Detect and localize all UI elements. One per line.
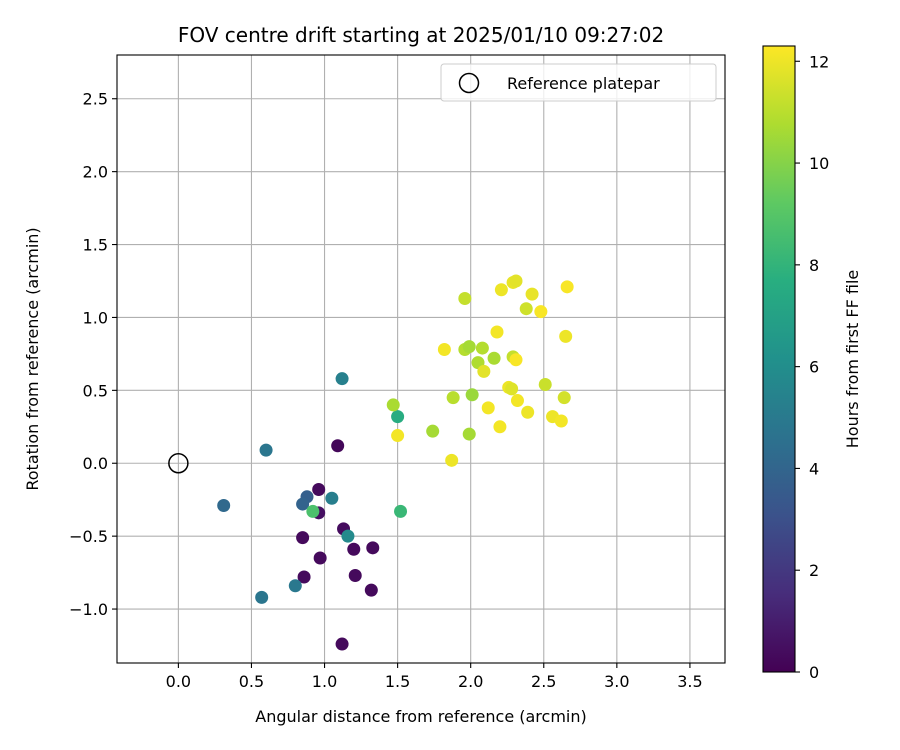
legend-reference-marker [458,72,480,94]
grid [117,55,725,663]
data-point [426,424,440,438]
data-point [306,504,320,518]
data-point [312,482,326,496]
data-point [335,637,349,651]
y-axis-ticks: −1.0 −0.5 0.0 0.5 1.0 1.5 2.0 2.5 [69,90,117,619]
x-tick-label: 2.0 [458,672,483,691]
x-axis-ticks: 0.0 0.5 1.0 1.5 2.0 2.5 3.0 3.5 [166,663,703,691]
y-tick-label: 0.5 [83,381,108,400]
data-point [445,453,459,467]
data-point [487,351,501,365]
data-point [313,551,327,565]
colorbar-tick-label: 8 [809,256,819,275]
data-point [475,341,489,355]
data-point [348,569,362,583]
legend: Reference platepar [440,63,717,102]
data-point [391,410,405,424]
data-point [341,529,355,543]
data-points [217,274,574,651]
y-tick-label: −1.0 [69,600,108,619]
data-point [538,378,552,392]
y-tick-label: 0.0 [83,454,108,473]
data-point [437,343,451,357]
colorbar-tick-label: 12 [809,52,829,71]
x-tick-label: 0.0 [166,672,191,691]
data-point [519,302,533,316]
data-point [525,287,539,301]
data-point [335,372,349,386]
reference-platepar-marker [168,452,189,474]
data-point [554,414,568,428]
data-point [331,439,345,453]
colorbar-tick-label: 6 [809,358,819,377]
data-point [458,291,472,305]
data-point [364,583,378,597]
data-point [386,398,400,412]
y-tick-label: 2.0 [83,163,108,182]
reference-marker-group [168,452,189,474]
data-point [366,541,380,555]
legend-entry-reference: Reference platepar [507,74,660,93]
data-point [296,531,310,545]
data-point [217,499,231,513]
y-tick-label: 1.5 [83,236,108,255]
data-point [297,570,311,584]
data-point [477,364,491,378]
data-point [510,394,524,408]
data-point [465,388,479,402]
colorbar-tick-label: 4 [809,459,819,478]
colorbar-tick-label: 10 [809,154,829,173]
colorbar: 0 2 4 6 8 10 12 Hours from first FF file [762,45,862,682]
x-tick-label: 1.0 [312,672,337,691]
colorbar-tick-label: 0 [809,663,819,682]
chart-title: FOV centre drift starting at 2025/01/10 … [178,23,664,47]
data-point [446,391,460,405]
legend-box [440,63,717,102]
data-point [259,443,273,457]
data-point [325,491,339,505]
x-tick-label: 3.5 [677,672,702,691]
data-point [521,405,535,419]
x-tick-label: 3.0 [604,672,629,691]
data-point [394,504,408,518]
y-tick-label: −0.5 [69,527,108,546]
y-tick-label: 1.0 [83,308,108,327]
data-point [490,325,504,339]
y-axis-label: Rotation from reference (arcmin) [23,227,42,490]
colorbar-tick-label: 2 [809,561,819,580]
data-point [534,305,548,319]
data-point [288,579,302,593]
colorbar-ticks: 0 2 4 6 8 10 12 [795,52,829,682]
colorbar-gradient [763,46,795,672]
data-point [505,382,519,396]
data-point [493,420,507,434]
data-point [481,401,495,415]
data-point [494,283,508,297]
data-point [391,429,405,443]
data-point [509,274,523,288]
data-point [255,590,269,604]
data-point [560,280,574,294]
x-tick-label: 2.5 [531,672,556,691]
colorbar-label: Hours from first FF file [843,270,862,449]
data-point [557,391,571,405]
data-point [462,340,476,354]
data-point [296,497,310,511]
data-point [559,329,573,343]
x-axis-label: Angular distance from reference (arcmin) [255,707,586,726]
plot-frame [116,54,726,664]
x-tick-label: 1.5 [385,672,410,691]
data-point [509,353,523,367]
data-point [462,427,476,441]
data-point [347,542,361,556]
colorbar-frame [762,45,796,673]
y-tick-label: 2.5 [83,90,108,109]
x-tick-label: 0.5 [239,672,264,691]
